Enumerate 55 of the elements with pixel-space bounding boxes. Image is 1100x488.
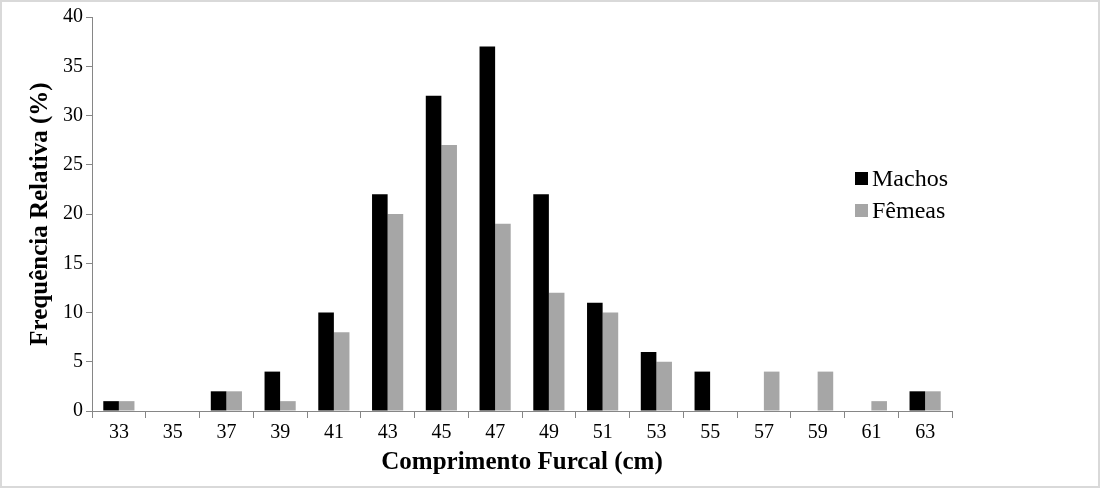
x-tick-label: 63	[915, 420, 936, 443]
bar	[333, 332, 350, 411]
bar	[372, 194, 388, 411]
y-axis-title: Frequência Relativa (%)	[25, 82, 54, 346]
y-tick-label: 20	[63, 201, 83, 224]
bar	[103, 401, 119, 411]
x-tick-label: 37	[216, 420, 237, 443]
bar	[441, 145, 457, 411]
legend-label: Machos	[872, 164, 948, 193]
x-tick-label: 61	[861, 420, 882, 443]
x-tick-label: 41	[323, 420, 344, 443]
bar	[533, 194, 549, 411]
bar	[118, 401, 135, 411]
x-tick-label: 39	[270, 420, 291, 443]
x-tick-label: 43	[377, 420, 398, 443]
x-tick-label: 53	[646, 420, 667, 443]
y-tick-label: 0	[73, 398, 83, 421]
bar	[479, 46, 496, 411]
x-tick-label: 33	[108, 420, 129, 443]
legend-label: Fêmeas	[872, 196, 946, 225]
y-tick-label: 35	[63, 53, 83, 76]
bar	[763, 371, 780, 411]
x-tick-label: 55	[700, 420, 721, 443]
y-tick-label: 30	[63, 102, 83, 125]
y-tick-label: 25	[63, 152, 83, 174]
bar	[264, 371, 281, 411]
x-tick-label: 35	[162, 420, 183, 443]
bar	[587, 302, 603, 411]
bar	[495, 223, 511, 411]
x-tick-label: 51	[592, 420, 613, 443]
bar	[425, 95, 442, 411]
bar	[210, 391, 227, 411]
y-tick-label: 5	[73, 349, 83, 371]
x-tick-label: 47	[485, 420, 506, 443]
bar	[656, 361, 672, 411]
bar	[280, 401, 296, 411]
y-tick-label: 15	[63, 250, 83, 273]
bar	[640, 351, 657, 411]
bar	[694, 371, 711, 411]
bar	[318, 312, 334, 411]
bar	[909, 391, 926, 411]
bar	[387, 214, 404, 411]
y-tick-label: 40	[63, 4, 83, 27]
x-tick-label: 57	[753, 420, 774, 443]
x-axis-title: Comprimento Furcal (cm)	[381, 447, 663, 476]
x-tick-label: 45	[431, 420, 452, 443]
bar	[226, 391, 242, 411]
bar	[871, 401, 887, 411]
bar	[817, 371, 834, 411]
bar	[925, 391, 941, 411]
bar	[602, 312, 619, 411]
x-tick-label: 59	[807, 420, 828, 443]
x-tick-label: 49	[538, 420, 559, 443]
bar	[548, 292, 565, 411]
y-tick-label: 10	[63, 299, 83, 322]
